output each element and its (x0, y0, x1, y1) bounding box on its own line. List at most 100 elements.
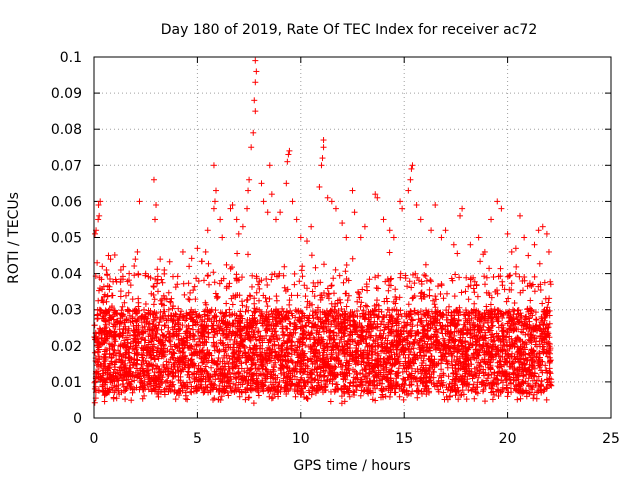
data-point (535, 227, 542, 234)
data-point (408, 165, 415, 172)
data-point (272, 216, 279, 223)
data-point (481, 248, 488, 255)
data-point (264, 209, 271, 216)
data-point (150, 176, 157, 183)
data-point (136, 198, 143, 205)
data-point (417, 216, 424, 223)
y-tick-label: 0.06 (51, 194, 82, 210)
x-tick-label: 25 (602, 431, 620, 447)
dense-point-cloud (91, 249, 555, 407)
data-point (475, 234, 482, 241)
data-point (157, 256, 164, 263)
data-point (253, 68, 260, 75)
data-point (99, 263, 106, 270)
data-point (97, 198, 104, 205)
data-point (153, 202, 160, 209)
axis-ticks: 0 0.01 0.02 0.03 0.04 0.05 0.06 0.07 0.08 0.09 0.1… (51, 50, 620, 447)
data-point (521, 234, 528, 241)
data-point (117, 266, 124, 273)
data-point (229, 202, 236, 209)
data-point (105, 252, 112, 259)
x-tick-label: 5 (193, 431, 202, 447)
data-point (374, 194, 381, 201)
data-point (349, 187, 356, 194)
data-point (95, 202, 102, 209)
data-point (357, 234, 364, 241)
data-point (343, 234, 350, 241)
data-point (258, 180, 265, 187)
data-point (268, 191, 275, 198)
data-point (328, 198, 335, 205)
data-point (194, 245, 201, 252)
data-point (320, 144, 327, 151)
data-point (213, 187, 220, 194)
chart-title: Day 180 of 2019, Rate Of TEC Index for r… (161, 22, 537, 38)
y-tick-label: 0.01 (51, 375, 82, 391)
data-point (467, 241, 474, 248)
data-point (286, 147, 293, 154)
y-tick-label: 0.08 (51, 122, 82, 138)
data-point (252, 79, 259, 86)
data-point (251, 97, 258, 104)
data-point (319, 155, 326, 162)
data-point (397, 198, 404, 205)
data-point (428, 227, 435, 234)
data-point (252, 57, 259, 64)
y-tick-label: 0.05 (51, 231, 82, 247)
data-point (161, 266, 168, 273)
data-point (512, 245, 519, 252)
x-tick-label: 0 (90, 431, 99, 447)
data-point (244, 205, 251, 212)
data-point (289, 198, 296, 205)
data-point (179, 248, 186, 255)
data-point (239, 223, 246, 230)
plot-frame (93, 56, 612, 419)
data-point (494, 198, 501, 205)
y-tick-label: 0.09 (51, 86, 82, 102)
data-point (96, 212, 103, 219)
data-point (316, 183, 323, 190)
data-point (297, 234, 304, 241)
data-point (399, 205, 406, 212)
y-tick-label: 0.07 (51, 158, 82, 174)
data-point (457, 212, 464, 219)
data-point (284, 158, 291, 165)
data-point (211, 198, 218, 205)
x-tick-label: 20 (499, 431, 517, 447)
data-point (504, 230, 511, 237)
data-point (235, 230, 242, 237)
data-point (539, 223, 546, 230)
y-tick-label: 0.04 (51, 267, 82, 283)
data-point (202, 248, 209, 255)
data-point (94, 259, 101, 266)
data-point (531, 241, 538, 248)
data-point (245, 187, 252, 194)
data-point (432, 202, 439, 209)
data-point (332, 205, 339, 212)
data-point (386, 227, 393, 234)
data-point (132, 256, 139, 263)
data-point (283, 180, 290, 187)
data-point (339, 220, 346, 227)
data-point (545, 248, 552, 255)
data-point (442, 227, 449, 234)
data-point (318, 162, 325, 169)
data-point (260, 198, 267, 205)
data-point (142, 270, 149, 277)
data-point (525, 252, 532, 259)
data-point (498, 205, 505, 212)
data-point (186, 263, 193, 270)
data-point (248, 144, 255, 151)
data-point (308, 223, 315, 230)
data-point (250, 129, 257, 136)
data-point (126, 270, 133, 277)
data-point (351, 209, 358, 216)
data-point (252, 108, 259, 115)
data-point (324, 194, 331, 201)
data-point (277, 209, 284, 216)
data-point (285, 151, 292, 158)
data-point (413, 202, 420, 209)
data-point (543, 230, 550, 237)
data-point (380, 216, 387, 223)
data-point (407, 176, 414, 183)
